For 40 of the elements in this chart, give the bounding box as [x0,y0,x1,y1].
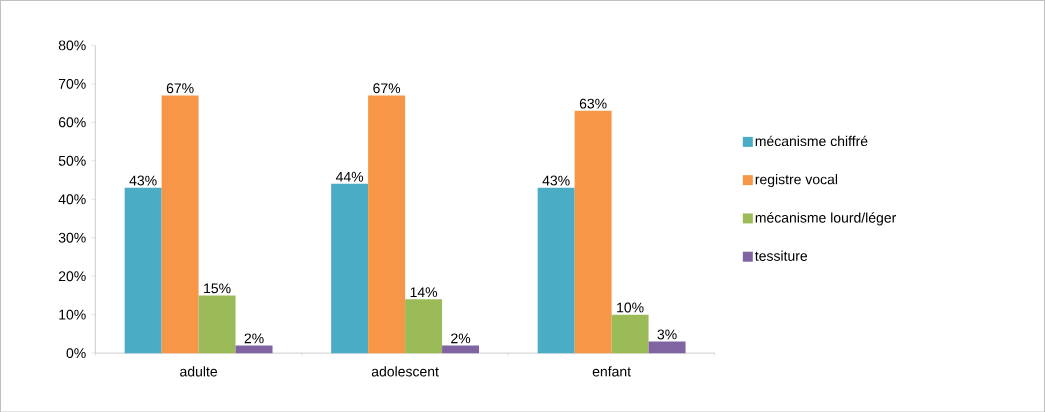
data-label: 15% [204,283,231,293]
x-tick-label: adolescent [371,366,439,377]
bar [331,183,369,353]
y-tick-label: 20% [58,271,86,281]
data-label: 67% [373,83,401,93]
bar [611,314,649,353]
legend-label: registre vocal [755,173,838,187]
bar [537,187,575,353]
data-label: 67% [166,83,194,93]
data-label: 14% [410,287,438,297]
bar [574,110,612,353]
bar [235,345,273,353]
y-tick-label: 30% [58,232,86,243]
bar [405,299,443,353]
x-tick-label: adulte [180,366,218,377]
x-tick-label: enfant [592,366,631,377]
data-label: 10% [617,302,644,313]
y-tick-label: 10% [59,309,86,320]
legend-label: tessiture [755,250,808,261]
data-label: 43% [542,175,570,186]
y-tick-label: 0% [66,347,86,358]
y-tick-label: 40% [58,194,86,204]
data-label: 44% [335,171,364,182]
y-tick-label: 80% [58,40,86,51]
y-tick-label: 60% [58,117,86,128]
bar [161,95,199,353]
bar [124,187,162,353]
data-label: 2% [244,333,264,343]
y-tick-label: 50% [58,155,86,166]
bar [198,295,236,353]
data-label: 2% [451,333,471,343]
data-label: 3% [657,329,677,340]
legend-label: mécanisme lourd/léger [755,212,897,226]
data-label: 43% [129,175,157,186]
y-tick-label: 70% [58,78,86,89]
bar [368,95,406,353]
legend-label: mécanisme chiffré [755,135,868,146]
bar [648,341,686,353]
bar [442,345,480,353]
data-label: 63% [579,98,607,109]
